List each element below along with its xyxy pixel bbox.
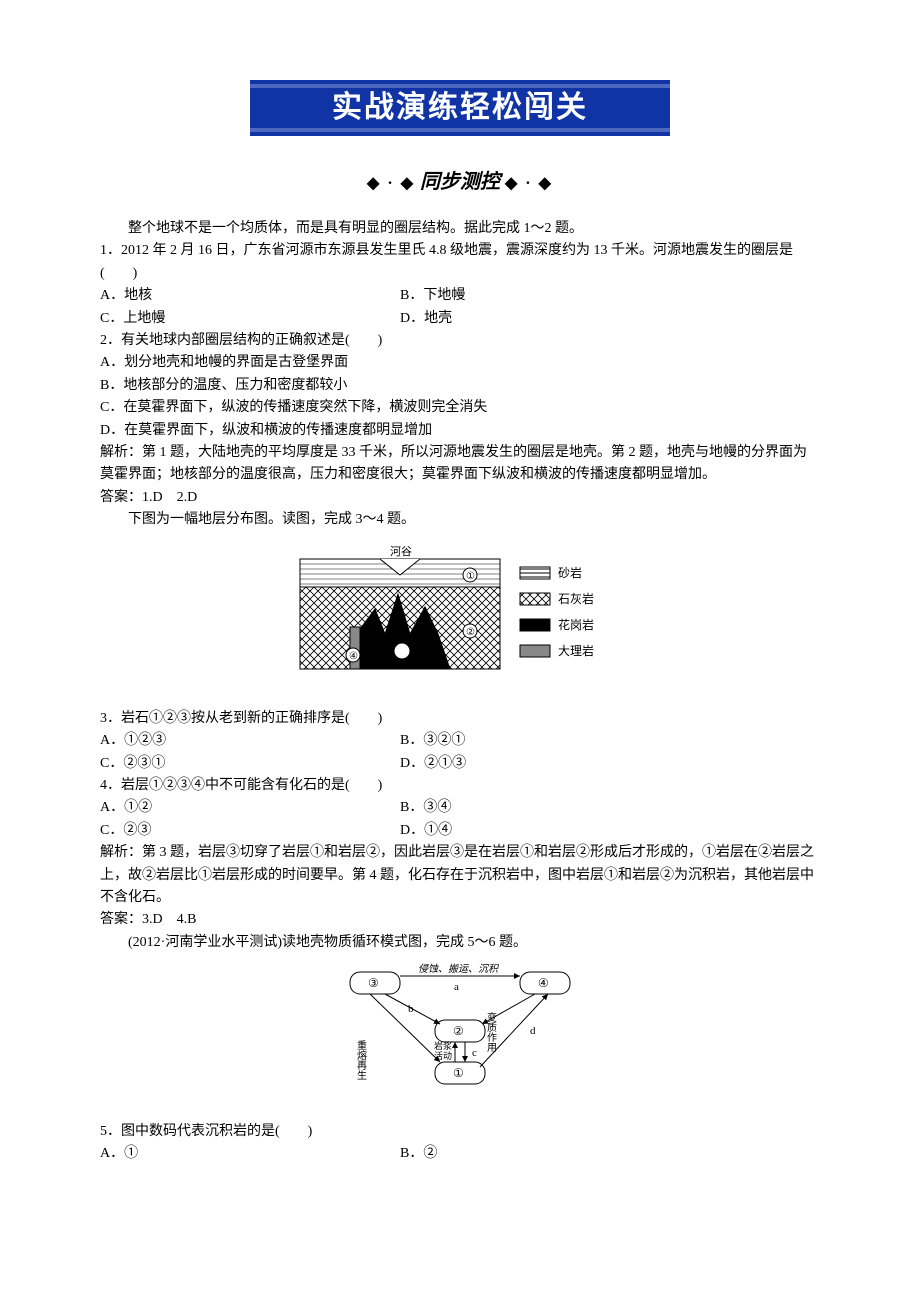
q4-choice-row-1: A．①② B．③④ xyxy=(100,797,820,819)
q1-choice-C: C．上地幔 xyxy=(100,308,400,330)
q1-choice-row-1: A．地核 B．下地幔 xyxy=(100,285,820,307)
q5-choice-row-1: A．① B．② xyxy=(100,1143,820,1165)
q3-stem: 3．岩石①②③按从老到新的正确排序是( ) xyxy=(100,708,820,730)
intro-q5-q6: (2012·河南学业水平测试)读地壳物质循环模式图，完成 5～6 题。 xyxy=(100,932,820,954)
fig1-n1: ① xyxy=(466,571,475,582)
q4-choice-A: A．①② xyxy=(100,797,400,819)
deco-left: ◆ · ◆ xyxy=(367,175,415,192)
q2-stem: 2．有关地球内部圈层结构的正确叙述是( ) xyxy=(100,330,820,352)
q4-choice-C: C．②③ xyxy=(100,820,400,842)
deco-right: ◆ · ◆ xyxy=(505,175,553,192)
q4-choice-B: B．③④ xyxy=(400,797,820,819)
fig2-n4: ④ xyxy=(538,976,549,990)
q1-choice-A: A．地核 xyxy=(100,285,400,307)
q3-choice-A: A．①②③ xyxy=(100,730,400,752)
q1-choice-row-2: C．上地幔 D．地壳 xyxy=(100,308,820,330)
fig1-river-label: 河谷 xyxy=(390,545,412,558)
title-banner: 实战演练轻松闯关 xyxy=(250,80,670,136)
fig2-n1: ① xyxy=(453,1066,464,1080)
fig2-magma: 岩浆 xyxy=(434,1040,452,1051)
fig2-d: d xyxy=(530,1025,536,1037)
fig2-b: b xyxy=(408,1003,414,1015)
fig2-magma-left: 重熔再生 xyxy=(355,1039,367,1080)
fig2-c: c xyxy=(472,1047,477,1059)
q3-choice-row-1: A．①②③ B．③②① xyxy=(100,730,820,752)
q5-choice-B: B．② xyxy=(400,1143,820,1165)
answer-34: 答案：3.D 4.B xyxy=(100,909,820,931)
fig2-n3: ③ xyxy=(368,976,379,990)
q4-choice-D: D．①④ xyxy=(400,820,820,842)
fig1-legend-gran: 花岗岩 xyxy=(558,617,594,632)
sub-heading: ◆ · ◆ 同步测控 ◆ · ◆ xyxy=(100,166,820,198)
q3-choice-B: B．③②① xyxy=(400,730,820,752)
fig1-legend-sand: 砂岩 xyxy=(558,565,582,580)
q1-choice-D: D．地壳 xyxy=(400,308,820,330)
figure-cycle: ③ ④ 侵蚀、搬运、沉积 a ② ① b 重熔再生 变质作用 d xyxy=(100,962,820,1100)
fig1-n4: ④ xyxy=(349,651,358,662)
sub-heading-text: 同步测控 xyxy=(420,171,500,193)
q1-stem: 1．2012 年 2 月 16 日，广东省河源市东源县发生里氏 4.8 级地震，… xyxy=(100,240,820,285)
q4-stem: 4．岩层①②③④中不可能含有化石的是( ) xyxy=(100,775,820,797)
q2-choice-B: B．地核部分的温度、压力和密度都较小 xyxy=(100,375,820,397)
fig2-a: a xyxy=(454,981,459,993)
q3-choice-D: D．②①③ xyxy=(400,753,820,775)
q2-choice-C: C．在莫霍界面下，纵波的传播速度突然下降，横波则完全消失 xyxy=(100,397,820,419)
q5-choice-A: A．① xyxy=(100,1143,400,1165)
fig2-process: 侵蚀、搬运、沉积 xyxy=(418,963,500,975)
intro-q3-q4: 下图为一幅地层分布图。读图，完成 3～4 题。 xyxy=(100,509,820,531)
title-text: 实战演练轻松闯关 xyxy=(332,84,588,132)
q4-choice-row-2: C．②③ D．①④ xyxy=(100,820,820,842)
fig1-n2: ② xyxy=(466,627,475,638)
q2-choice-D: D．在莫霍界面下，纵波和横波的传播速度都明显增加 xyxy=(100,420,820,442)
fig2-n2: ② xyxy=(453,1024,464,1038)
fig2-bq: 变质作用 xyxy=(485,1011,497,1053)
fig2-activity: 活动 xyxy=(434,1050,452,1061)
q2-choice-A: A．划分地壳和地幔的界面是古登堡界面 xyxy=(100,352,820,374)
figure-strata: 河谷 ① ② ③ ④ xyxy=(100,539,820,687)
q5-stem: 5．图中数码代表沉积岩的是( ) xyxy=(100,1121,820,1143)
explanation-34: 解析：第 3 题，岩层③切穿了岩层①和岩层②，因此岩层③是在岩层①和岩层②形成后… xyxy=(100,842,820,909)
q3-choice-C: C．②③① xyxy=(100,753,400,775)
answer-12: 答案：1.D 2.D xyxy=(100,487,820,509)
fig1-n3: ③ xyxy=(398,647,407,658)
q1-choice-B: B．下地幔 xyxy=(400,285,820,307)
explanation-12: 解析：第 1 题，大陆地壳的平均厚度是 33 千米，所以河源地震发生的圈层是地壳… xyxy=(100,442,820,487)
intro-q1-q2: 整个地球不是一个均质体，而是具有明显的圈层结构。据此完成 1～2 题。 xyxy=(100,218,820,240)
q3-choice-row-2: C．②③① D．②①③ xyxy=(100,753,820,775)
fig1-legend-marb: 大理岩 xyxy=(558,643,594,658)
fig1-legend-lime: 石灰岩 xyxy=(558,591,594,606)
